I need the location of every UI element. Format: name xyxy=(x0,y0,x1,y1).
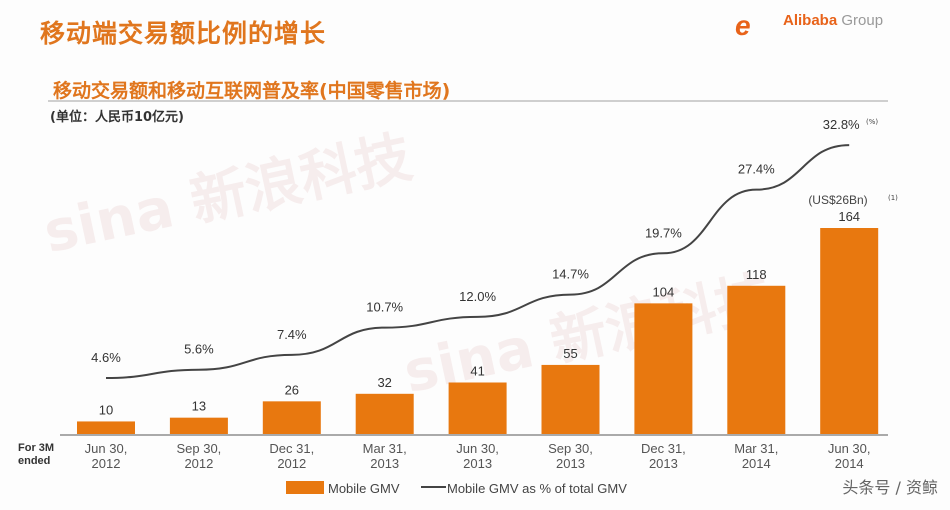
bar xyxy=(169,417,228,434)
line-label: 32.8% xyxy=(823,117,860,132)
x-tick-label: Mar 31, xyxy=(734,441,778,456)
line-label: 5.6% xyxy=(184,342,214,357)
x-tick-label: 2012 xyxy=(184,456,213,471)
x-tick-label: 2013 xyxy=(463,456,492,471)
bar-label: 26 xyxy=(285,382,299,397)
bar-label: 55 xyxy=(563,346,577,361)
x-tick-label: Dec 31, xyxy=(641,441,686,456)
annotation-note: (1) xyxy=(888,194,898,202)
footer-credit: 头条号 / 资鲸 xyxy=(842,478,938,497)
bar-label: 13 xyxy=(192,399,206,414)
line-label: 19.7% xyxy=(645,225,682,240)
x-tick-label: 2014 xyxy=(742,456,771,471)
x-tick-label: 2014 xyxy=(835,456,864,471)
line-series xyxy=(105,144,850,379)
bar-label: 164 xyxy=(838,209,860,224)
x-axis-prefix: ended xyxy=(18,455,50,467)
x-tick-label: Dec 31, xyxy=(269,441,314,456)
line-label: 27.4% xyxy=(738,162,775,177)
legend-bar-label: Mobile GMV xyxy=(328,481,400,496)
alibaba-logo: e Alibaba Group xyxy=(735,10,884,41)
x-tick-label: 2012 xyxy=(277,456,306,471)
x-tick-label: Mar 31, xyxy=(363,441,407,456)
x-tick-label: Jun 30, xyxy=(456,441,499,456)
bar-label: 10 xyxy=(99,402,113,417)
x-tick-label: 2013 xyxy=(370,456,399,471)
bar xyxy=(820,228,879,434)
unit-label: (单位：人民币10亿元) xyxy=(50,110,184,125)
line-label: 4.6% xyxy=(91,350,121,365)
line-label: 14.7% xyxy=(552,267,589,282)
bar xyxy=(634,303,693,434)
line-label: 10.7% xyxy=(366,300,403,315)
x-tick-label: Sep 30, xyxy=(176,441,221,456)
x-tick-label: 2013 xyxy=(556,456,585,471)
bar-label: 104 xyxy=(653,284,675,299)
legend-line-label: Mobile GMV as % of total GMV xyxy=(447,481,627,496)
chart-title: 移动交易额和移动互联网普及率(中国零售市场) xyxy=(53,80,451,102)
bar xyxy=(77,421,135,434)
line-label: 12.0% xyxy=(459,289,496,304)
slide-title: 移动端交易额比例的增长 xyxy=(40,19,327,48)
divider xyxy=(48,100,888,102)
annotation-pct: (%) xyxy=(866,118,878,126)
annotation-usd: (US$26Bn) xyxy=(808,193,867,207)
bar xyxy=(262,401,321,434)
bar xyxy=(541,364,600,434)
x-tick-label: Sep 30, xyxy=(548,441,593,456)
x-axis-prefix: For 3M xyxy=(18,442,54,454)
bar xyxy=(355,393,414,434)
bar-label: 41 xyxy=(470,364,484,379)
bar xyxy=(727,285,786,434)
x-tick-label: 2013 xyxy=(649,456,678,471)
bar xyxy=(448,382,507,434)
x-tick-label: 2012 xyxy=(92,456,121,471)
line-label: 7.4% xyxy=(277,327,307,342)
bar-label: 118 xyxy=(746,267,767,282)
bar-label: 32 xyxy=(377,375,391,390)
x-tick-label: Jun 30, xyxy=(85,441,128,456)
legend-bar-swatch xyxy=(286,481,324,494)
x-tick-label: Jun 30, xyxy=(828,441,871,456)
